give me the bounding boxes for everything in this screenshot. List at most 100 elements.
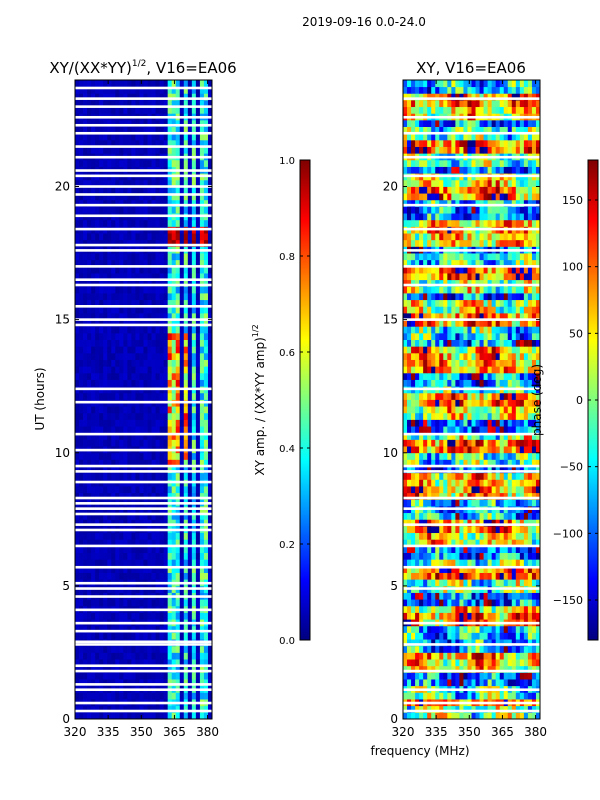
heatmap-cell: [143, 632, 148, 640]
heatmap-cell: [531, 565, 537, 573]
heatmap-cell: [471, 632, 476, 640]
heatmap-cell: [503, 705, 509, 713]
heatmap-cell: [91, 219, 96, 227]
heatmap-cell: [99, 186, 104, 194]
heatmap-cell: [183, 426, 189, 434]
heatmap-cell: [471, 679, 476, 687]
heatmap-cell: [487, 545, 493, 553]
heatmap-cell: [483, 599, 489, 607]
heatmap-cell: [183, 219, 189, 227]
heatmap-cell: [151, 312, 156, 321]
heatmap-cell: [159, 332, 165, 340]
heatmap-cell: [91, 379, 96, 387]
heatmap-cell: [459, 639, 464, 647]
heatmap-cell: [163, 412, 169, 420]
heatmap-cell: [419, 486, 424, 494]
heatmap-cell: [87, 612, 92, 620]
heatmap-cell: [519, 406, 525, 414]
heatmap-cell: [139, 632, 144, 640]
heatmap-cell: [523, 446, 529, 454]
heatmap-cell: [475, 512, 480, 520]
heatmap-cell: [127, 339, 132, 347]
heatmap-cell: [99, 139, 104, 147]
heatmap-cell: [431, 705, 436, 713]
heatmap-cell: [199, 519, 205, 527]
heatmap-cell: [515, 492, 521, 500]
heatmap-cell: [459, 459, 464, 467]
heatmap-cell: [143, 319, 148, 327]
heatmap-cell: [91, 346, 96, 354]
heatmap-cell: [411, 559, 416, 567]
heatmap-cell: [403, 565, 408, 573]
heatmap-cell: [199, 466, 205, 474]
heatmap-cell: [79, 99, 84, 108]
heatmap-cell: [427, 692, 432, 700]
heatmap-cell: [111, 126, 116, 134]
heatmap-cell: [203, 239, 209, 247]
heatmap-cell: [415, 486, 420, 494]
heatmap-cell: [75, 93, 80, 101]
heatmap-cell: [463, 446, 468, 454]
heatmap-cell: [179, 346, 185, 354]
heatmap-cell: [531, 459, 537, 467]
heatmap-cell: [107, 632, 112, 640]
heatmap-cell: [191, 319, 197, 327]
heatmap-cell: [519, 512, 525, 520]
heatmap-cell: [415, 479, 420, 487]
heatmap-cell: [407, 432, 412, 440]
heatmap-cell: [115, 632, 120, 640]
heatmap-cell: [159, 319, 165, 327]
heatmap-cell: [531, 572, 537, 580]
heatmap-cell: [503, 446, 509, 454]
heatmap-cell: [403, 412, 408, 420]
heatmap-cell: [155, 312, 161, 321]
heatmap-cell: [79, 492, 84, 500]
heatmap-cell: [443, 565, 448, 573]
heatmap-cell: [203, 432, 209, 440]
heatmap-cell: [183, 366, 189, 374]
heatmap-cell: [75, 119, 80, 127]
heatmap-cell: [443, 605, 448, 613]
heatmap-cell: [423, 692, 428, 700]
heatmap-cell: [91, 259, 96, 267]
heatmap-cell: [463, 639, 468, 647]
heatmap-cell: [183, 552, 189, 560]
heatmap-cell: [463, 426, 468, 434]
heatmap-cell: [159, 253, 165, 261]
heatmap-cell: [143, 346, 148, 354]
heatmap-cell: [191, 512, 197, 520]
heatmap-cell: [155, 93, 161, 101]
heatmap-cell: [199, 572, 205, 580]
heatmap-cell: [167, 239, 173, 247]
heatmap-cell: [131, 559, 136, 567]
heatmap-cell: [471, 612, 476, 620]
heatmap-cell: [207, 99, 213, 108]
heatmap-cell: [83, 299, 88, 307]
heatmap-cell: [167, 80, 173, 88]
heatmap-cell: [451, 645, 456, 653]
heatmap-cell: [499, 625, 505, 633]
heatmap-cell: [479, 532, 484, 540]
heatmap-cell: [79, 612, 84, 620]
flagged-row: [75, 169, 212, 172]
heatmap-cell: [415, 545, 420, 553]
heatmap-cell: [191, 599, 197, 607]
heatmap-cell: [99, 459, 104, 467]
heatmap-cell: [175, 392, 181, 400]
heatmap-cell: [135, 672, 140, 680]
heatmap-cell: [523, 472, 529, 480]
flagged-row: [75, 528, 212, 532]
heatmap-cell: [147, 93, 152, 101]
heatmap-cell: [507, 426, 513, 434]
heatmap-cell: [495, 532, 501, 540]
heatmap-cell: [435, 432, 440, 440]
heatmap-cell: [499, 545, 505, 553]
heatmap-cell: [167, 279, 173, 287]
heatmap-cell: [115, 306, 120, 314]
heatmap-cell: [199, 612, 205, 620]
heatmap-cell: [163, 625, 169, 633]
heatmap-cell: [503, 672, 509, 680]
heatmap-cell: [511, 439, 517, 447]
heatmap-cell: [175, 539, 181, 547]
heatmap-cell: [123, 632, 128, 640]
